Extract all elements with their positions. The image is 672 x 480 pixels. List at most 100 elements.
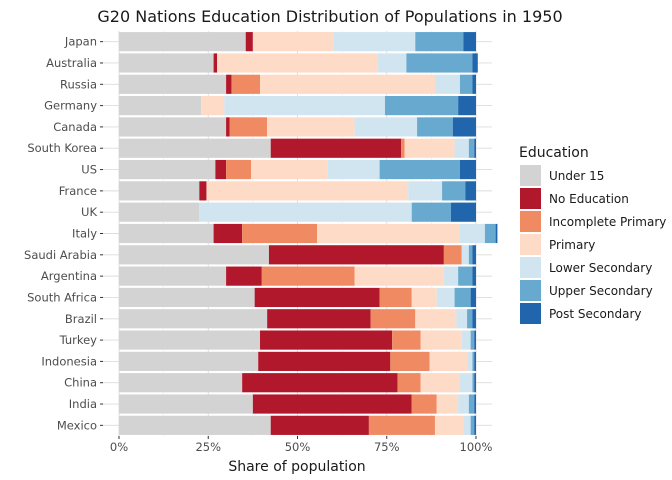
bar-segment-france-primary	[206, 181, 409, 201]
bar-segment-south-africa-post-secondary	[470, 287, 476, 308]
y-tick-label: Turkey	[59, 333, 98, 347]
y-tick-label: Brazil	[65, 312, 97, 326]
bar-segment-india-upper-secondary	[468, 394, 475, 414]
bar-segment-south-korea-incomplete-primary	[401, 138, 405, 158]
bar-segment-russia-under-15	[119, 74, 227, 94]
bar-segment-germany-under-15	[119, 96, 202, 116]
bar-segment-brazil-no-education	[267, 309, 371, 329]
y-tick-label: UK	[81, 205, 97, 219]
bar-segment-us-upper-secondary	[379, 159, 460, 180]
bar-segment-us-post-secondary	[459, 159, 476, 180]
bar-segment-south-korea-no-education	[270, 138, 402, 158]
bar-segment-italy-upper-secondary	[484, 223, 496, 244]
bar-segment-saudi-arabia-no-education	[268, 245, 444, 265]
bar-segment-australia-lower-secondary	[377, 53, 407, 73]
bar-segment-russia-incomplete-primary	[231, 74, 261, 94]
bar-segment-mexico-no-education	[270, 415, 369, 435]
bar-segment-russia-upper-secondary	[459, 74, 473, 94]
bar-segment-germany-primary	[201, 96, 225, 116]
bar-segment-us-lower-secondary	[327, 159, 380, 180]
legend-label: Lower Secondary	[549, 261, 652, 275]
bar-segment-australia-post-secondary	[472, 53, 478, 73]
bar-segment-france-under-15	[119, 181, 200, 201]
bar-segment-japan-primary	[252, 32, 334, 52]
y-tick-label: Japan	[64, 35, 97, 49]
y-tick-label: Russia	[60, 77, 97, 91]
bar-segment-indonesia-no-education	[258, 351, 391, 371]
bar-segment-japan-under-15	[119, 32, 246, 52]
bar-segment-italy-post-secondary	[495, 223, 498, 244]
bar-segment-brazil-upper-secondary	[467, 309, 473, 329]
bar-segment-italy-incomplete-primary	[242, 223, 318, 244]
bar-segment-india-under-15	[119, 394, 253, 414]
x-tick-label: 50%	[285, 440, 311, 454]
bar-segment-mexico-under-15	[119, 415, 271, 435]
y-tick-label: Canada	[53, 120, 97, 134]
bar-segment-germany-lower-secondary	[224, 96, 385, 116]
bar-segment-south-africa-lower-secondary	[436, 287, 455, 308]
bar-segment-argentina-under-15	[119, 266, 227, 286]
bar-segment-south-africa-incomplete-primary	[379, 287, 412, 308]
y-axis: Japan Australia Russia Germany Canada South K…	[24, 35, 103, 432]
bar-segment-canada-upper-secondary	[417, 117, 453, 137]
bar-segment-china-upper-secondary	[472, 373, 475, 393]
bar-segment-india-no-education	[252, 394, 412, 414]
bar-segment-argentina-post-secondary	[472, 266, 476, 286]
bar-segment-japan-upper-secondary	[415, 32, 464, 52]
bar-segment-russia-lower-secondary	[434, 74, 460, 94]
bar-segment-mexico-upper-secondary	[470, 415, 475, 435]
bar-segment-south-africa-no-education	[254, 287, 380, 308]
bar-segment-china-under-15	[119, 373, 243, 393]
bar-segment-france-post-secondary	[465, 181, 476, 201]
legend-label: Upper Secondary	[549, 284, 653, 298]
bar-segment-indonesia-incomplete-primary	[390, 351, 430, 371]
bar-segment-turkey-under-15	[119, 330, 261, 350]
bar-segment-canada-incomplete-primary	[229, 117, 268, 137]
bar-segment-japan-no-education	[245, 32, 253, 52]
bar-segment-south-korea-under-15	[119, 138, 271, 158]
bars-group	[119, 32, 498, 435]
bar-segment-turkey-lower-secondary	[461, 330, 471, 350]
bar-segment-indonesia-primary	[429, 351, 468, 371]
y-tick-label: France	[59, 184, 97, 198]
bar-segment-italy-primary	[317, 223, 460, 244]
legend-label: Primary	[549, 238, 595, 252]
bar-segment-australia-upper-secondary	[406, 53, 473, 73]
bar-segment-uk-lower-secondary	[199, 202, 412, 222]
bar-segment-south-africa-under-15	[119, 287, 255, 308]
bar-segment-china-post-secondary	[474, 373, 476, 393]
bar-segment-canada-lower-secondary	[354, 117, 418, 137]
legend-label: No Education	[549, 192, 629, 206]
bar-segment-indonesia-post-secondary	[474, 351, 476, 371]
y-tick-label: Mexico	[57, 418, 97, 432]
y-tick-label: Argentina	[41, 269, 97, 283]
bar-segment-saudi-arabia-under-15	[119, 245, 269, 265]
legend-swatch	[520, 280, 541, 301]
y-tick-label: Indonesia	[41, 354, 97, 368]
bar-segment-argentina-primary	[354, 266, 444, 286]
bar-segment-japan-lower-secondary	[333, 32, 416, 52]
legend-label: Incomplete Primary	[549, 215, 666, 229]
bar-segment-australia-primary	[217, 53, 378, 73]
bar-segment-china-incomplete-primary	[397, 373, 421, 393]
legend-swatch	[520, 234, 541, 255]
bar-segment-india-incomplete-primary	[411, 394, 437, 414]
bar-segment-argentina-incomplete-primary	[261, 266, 355, 286]
bar-segment-brazil-post-secondary	[472, 309, 476, 329]
legend-label: Post Secondary	[549, 307, 641, 321]
bar-segment-brazil-incomplete-primary	[370, 309, 416, 329]
bar-segment-south-africa-upper-secondary	[454, 287, 471, 308]
bar-segment-russia-no-education	[226, 74, 232, 94]
bar-segment-france-lower-secondary	[408, 181, 443, 201]
bar-segment-saudi-arabia-incomplete-primary	[443, 245, 462, 265]
bar-segment-germany-upper-secondary	[384, 96, 459, 116]
bar-segment-indonesia-lower-secondary	[467, 351, 473, 371]
bar-segment-mexico-post-secondary	[474, 415, 476, 435]
bar-segment-india-lower-secondary	[458, 394, 469, 414]
bar-segment-canada-under-15	[119, 117, 227, 137]
bar-segment-india-post-secondary	[474, 394, 476, 414]
bar-segment-turkey-upper-secondary	[470, 330, 475, 350]
bar-segment-indonesia-under-15	[119, 351, 259, 371]
bar-segment-russia-post-secondary	[472, 74, 476, 94]
